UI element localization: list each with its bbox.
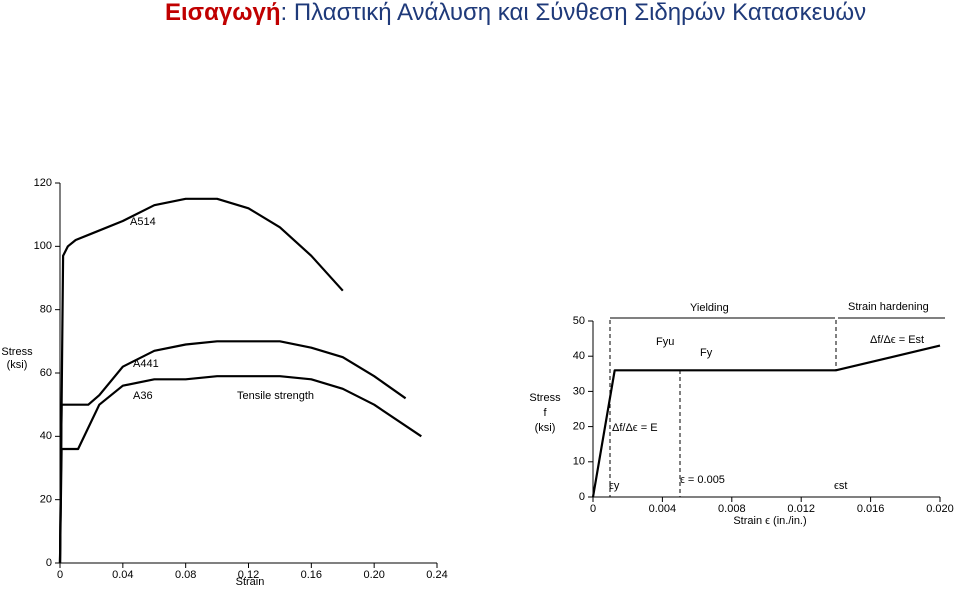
y-axis-label: Stress — [529, 392, 561, 404]
y-axis-label: f — [543, 407, 547, 419]
y-tick-label: 40 — [40, 430, 52, 442]
x-tick-label: 0.24 — [426, 569, 447, 581]
slide-title: Εισαγωγή: Πλαστική Ανάλυση και Σύνθεση Σ… — [165, 0, 866, 26]
y-tick-label: 10 — [573, 456, 585, 468]
y-tick-label: 30 — [573, 385, 585, 397]
annotation: Δf/Δϵ = E — [612, 422, 658, 434]
annotation: Strain hardening — [848, 301, 929, 313]
x-tick-label: 0.20 — [363, 569, 384, 581]
series-line — [591, 344, 941, 498]
annotation: ϵ = 0.005 — [680, 474, 725, 486]
x-tick-label: 0 — [590, 503, 596, 515]
series-label: A441 — [133, 358, 159, 370]
y-axis-label: (ksi) — [535, 422, 556, 434]
series-line — [58, 375, 422, 564]
y-tick-label: 20 — [573, 421, 585, 433]
y-axis-label: (ksi) — [7, 359, 28, 371]
annotation: Δf/Δϵ = Est — [870, 334, 924, 346]
y-tick-label: 80 — [40, 304, 52, 316]
y-tick-label: 20 — [40, 494, 52, 506]
y-tick-label: 0 — [579, 491, 585, 503]
x-tick-label: 0.004 — [649, 503, 677, 515]
y-axis-label: Stress — [1, 346, 33, 358]
annotation: Fy — [700, 347, 713, 359]
series-label: A36 — [133, 390, 153, 402]
title-rest: : Πλαστική Ανάλυση και Σύνθεση Σιδηρών Κ… — [280, 0, 866, 26]
title-highlight: Εισαγωγή — [165, 0, 280, 26]
x-tick-label: 0.008 — [718, 503, 746, 515]
annotation: ϵst — [834, 480, 847, 492]
annotation: ϵy — [609, 480, 620, 492]
annotation: Fyu — [656, 336, 674, 348]
y-tick-label: 120 — [34, 177, 52, 189]
x-tick-label: 0.08 — [175, 569, 196, 581]
x-tick-label: 0.12 — [238, 569, 259, 581]
annotation: Tensile strength — [237, 390, 314, 402]
x-axis-label: Strain ϵ (in./in.) — [733, 515, 806, 527]
x-tick-label: 0.016 — [857, 503, 885, 515]
series-label: A514 — [130, 216, 156, 228]
y-tick-label: 50 — [573, 315, 585, 327]
y-tick-label: 100 — [34, 240, 52, 252]
x-tick-label: 0.012 — [787, 503, 815, 515]
x-tick-label: 0.020 — [926, 503, 954, 515]
x-tick-label: 0.16 — [301, 569, 322, 581]
series-line — [58, 197, 344, 564]
y-tick-label: 60 — [40, 367, 52, 379]
x-tick-label: 0.04 — [112, 569, 133, 581]
y-tick-label: 0 — [46, 557, 52, 569]
annotation: Yielding — [690, 302, 729, 314]
series-line — [58, 340, 407, 564]
x-axis-label: Strain — [236, 576, 265, 588]
x-tick-label: 0 — [57, 569, 63, 581]
y-tick-label: 40 — [573, 350, 585, 362]
